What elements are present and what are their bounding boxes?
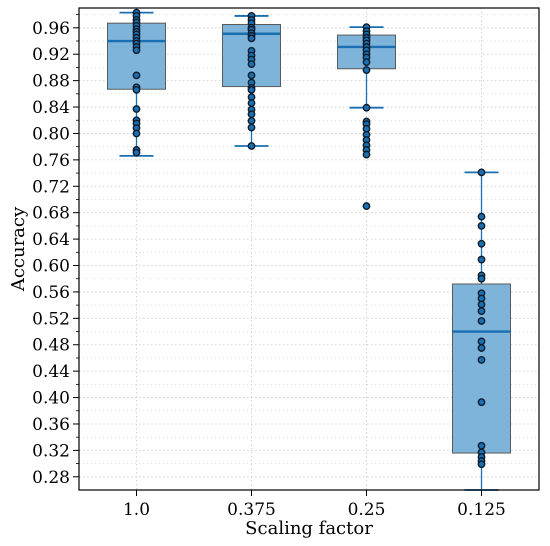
data-point <box>477 168 486 177</box>
data-point <box>247 60 256 69</box>
y-tick-label: 0.88 <box>32 72 70 92</box>
data-point <box>477 255 486 264</box>
data-point <box>132 148 141 157</box>
data-point <box>477 398 486 407</box>
data-points <box>132 8 486 469</box>
data-point <box>477 344 486 352</box>
plot-frame <box>78 7 540 491</box>
y-tick-label: 0.72 <box>32 177 70 197</box>
data-point <box>247 85 256 94</box>
data-point <box>362 150 371 159</box>
y-tick-label: 0.64 <box>32 230 70 250</box>
x-tick-label: 0.125 <box>457 500 506 520</box>
data-point <box>477 239 486 248</box>
data-point <box>247 71 256 80</box>
data-point <box>247 142 256 150</box>
y-axis-ticks: 0.28 0.32 0.36 0.40 0.44 0.48 0.52 0.56 0.60 0.64… <box>32 14 79 488</box>
data-point <box>477 221 486 230</box>
y-tick-label: 0.68 <box>32 204 70 224</box>
y-tick-label: 0.96 <box>32 19 70 39</box>
data-point <box>477 300 486 309</box>
y-axis-label: Accuracy <box>8 206 29 292</box>
y-tick-label: 0.48 <box>32 336 70 356</box>
data-point <box>247 123 256 132</box>
data-point <box>362 58 371 67</box>
data-point <box>477 212 486 221</box>
data-point <box>132 71 141 80</box>
data-point <box>477 356 486 364</box>
data-point <box>132 46 141 55</box>
y-tick-label: 0.44 <box>32 362 70 382</box>
data-point <box>247 99 256 107</box>
data-point <box>477 307 486 315</box>
data-point <box>132 129 141 138</box>
data-point <box>477 317 486 325</box>
data-point <box>362 66 371 74</box>
y-tick-label: 0.80 <box>32 124 70 144</box>
data-point <box>247 34 256 43</box>
data-point <box>477 274 486 283</box>
x-tick-label: 0.25 <box>348 500 386 520</box>
y-tick-label: 0.32 <box>32 441 70 461</box>
data-point <box>362 103 371 112</box>
data-point <box>132 85 141 94</box>
data-point <box>132 105 141 113</box>
boxes <box>107 11 511 491</box>
y-tick-label: 0.84 <box>32 98 70 118</box>
y-tick-label: 0.92 <box>32 45 70 65</box>
data-point <box>477 441 486 450</box>
data-point <box>477 337 486 346</box>
data-point <box>247 117 256 125</box>
y-tick-label: 0.76 <box>32 151 70 171</box>
y-tick-label: 0.40 <box>32 389 70 409</box>
data-point <box>477 460 486 469</box>
data-point <box>362 202 371 210</box>
y-tick-label: 0.28 <box>32 468 70 488</box>
y-tick-label: 0.60 <box>32 257 70 277</box>
data-point <box>247 110 256 119</box>
x-axis-ticks: 1.0 0.375 0.25 0.125 <box>123 490 506 520</box>
y-tick-label: 0.52 <box>32 309 70 329</box>
x-axis-label: Scaling factor <box>245 518 373 539</box>
y-tick-label: 0.56 <box>32 283 70 303</box>
x-tick-label: 1.0 <box>123 500 150 520</box>
y-tick-label: 0.36 <box>32 415 70 435</box>
x-tick-label: 0.375 <box>227 500 276 520</box>
